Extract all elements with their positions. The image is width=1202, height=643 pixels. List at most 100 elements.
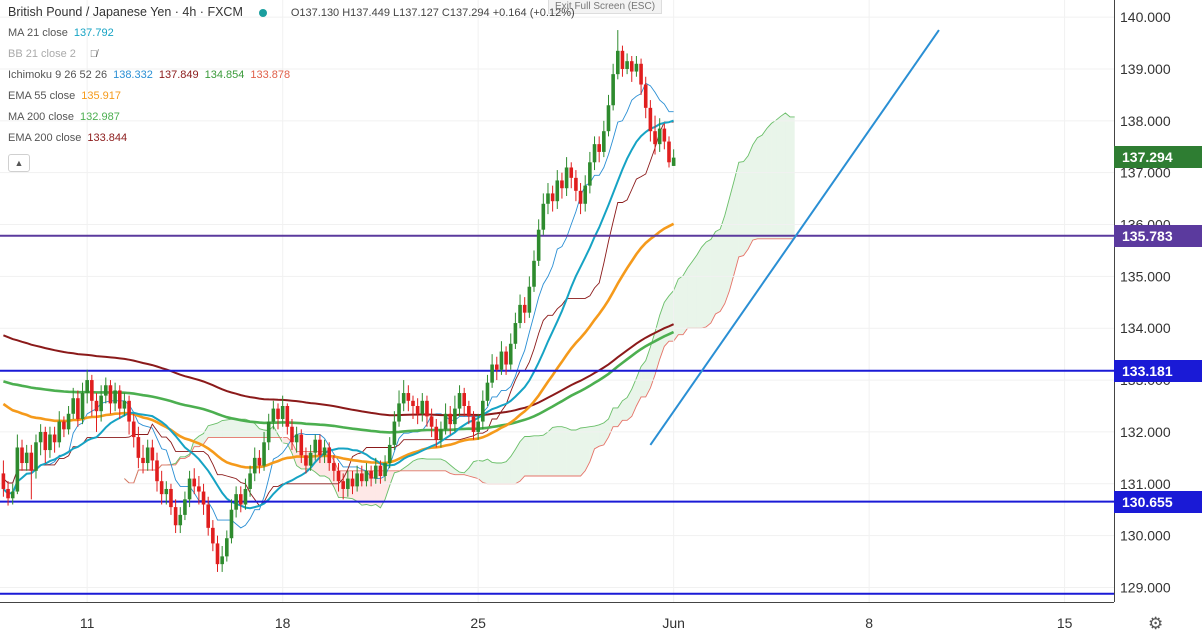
candle-body bbox=[136, 437, 141, 458]
cloud-segment bbox=[203, 425, 209, 445]
cloud-segment bbox=[790, 116, 795, 239]
candle-body bbox=[332, 463, 336, 471]
candle-body bbox=[481, 400, 485, 422]
candle-body bbox=[336, 470, 341, 482]
candle-body bbox=[387, 444, 392, 464]
cloud-segment bbox=[571, 429, 576, 476]
trendline[interactable] bbox=[649, 29, 940, 446]
cloud-segment bbox=[608, 407, 614, 438]
trend-line[interactable] bbox=[649, 29, 940, 446]
indicator-label: BB 21 close 2 bbox=[8, 48, 76, 60]
cloud-segment bbox=[534, 435, 539, 476]
exit-fullscreen-button[interactable]: Exit Full Screen (ESC) bbox=[548, 0, 663, 14]
cloud-segment bbox=[631, 378, 637, 417]
ohlc-values: O137.130 H137.449 L137.127 C137.294 +0.1… bbox=[290, 7, 575, 19]
candle-body bbox=[62, 421, 66, 430]
candle-body bbox=[448, 413, 453, 425]
candle-body bbox=[271, 408, 276, 422]
candle-body bbox=[66, 413, 71, 430]
cloud-segment bbox=[464, 468, 469, 476]
indicator-label: Ichimoku 9 26 52 26 bbox=[8, 69, 108, 81]
candle-body bbox=[131, 421, 136, 438]
cloud-segment bbox=[696, 247, 702, 329]
gear-icon[interactable]: ⚙ bbox=[1148, 614, 1164, 633]
indicator-value: 132.987 bbox=[80, 111, 120, 123]
y-tick-label: 139.000 bbox=[1120, 61, 1171, 77]
indicator-value: 133.878 bbox=[250, 69, 291, 81]
cloud-segment bbox=[752, 137, 758, 241]
candle-body bbox=[322, 447, 327, 456]
cloud-segment bbox=[468, 461, 474, 478]
cloud-segment bbox=[375, 470, 381, 508]
cloud-segment bbox=[245, 419, 251, 438]
candle-body bbox=[443, 413, 448, 430]
candle-body bbox=[192, 478, 197, 487]
candle-body bbox=[243, 488, 248, 505]
candle-body bbox=[327, 447, 332, 464]
eye-hidden-icon[interactable]: 👁̸ bbox=[89, 49, 98, 60]
candle-body bbox=[643, 84, 648, 108]
indicator-legend-row[interactable]: EMA 55 close 135.917 bbox=[8, 86, 575, 107]
candle-body bbox=[471, 416, 476, 432]
candle-body bbox=[657, 128, 662, 145]
candle-body bbox=[103, 385, 108, 396]
indicator-legend-row[interactable]: EMA 200 close 133.844 bbox=[8, 128, 575, 149]
candle-body bbox=[290, 426, 294, 443]
cloud-segment bbox=[566, 428, 572, 476]
candle-body bbox=[639, 63, 643, 85]
candle-body bbox=[150, 447, 155, 461]
candle-body bbox=[629, 61, 634, 72]
candle-body bbox=[485, 382, 490, 401]
candle-body bbox=[43, 431, 48, 451]
cloud-segment bbox=[385, 470, 390, 500]
cloud-segment bbox=[687, 261, 693, 329]
y-tick-label: 138.000 bbox=[1120, 113, 1171, 129]
cloud-segment bbox=[217, 420, 223, 438]
cloud-segment bbox=[710, 231, 716, 324]
legend-collapse-button[interactable]: ▲ bbox=[8, 154, 30, 172]
cloud-segment bbox=[659, 302, 665, 360]
symbol-title[interactable]: British Pound / Japanese Yen · 4h · FXCM bbox=[8, 5, 243, 19]
x-tick-label: 18 bbox=[275, 615, 291, 631]
cloud-segment bbox=[617, 400, 623, 427]
indicator-label: EMA 55 close bbox=[8, 90, 76, 102]
cloud-segment bbox=[473, 460, 479, 479]
candle-body bbox=[141, 457, 145, 464]
candle-body bbox=[313, 439, 318, 453]
candle-body bbox=[308, 452, 313, 466]
y-tick-label: 137.000 bbox=[1120, 165, 1171, 181]
cloud-segment bbox=[664, 295, 669, 347]
indicator-label: MA 21 close bbox=[8, 27, 68, 39]
cloud-segment bbox=[426, 459, 432, 471]
cloud-segment bbox=[771, 120, 777, 239]
candle-body bbox=[117, 390, 122, 409]
indicator-legend-row[interactable]: BB 21 close 2 👁̸ bbox=[8, 44, 575, 65]
candle-body bbox=[29, 452, 34, 471]
indicator-legend-row[interactable]: MA 21 close 137.792 bbox=[8, 23, 575, 44]
cloud-segment bbox=[380, 470, 386, 508]
cloud-segment bbox=[412, 459, 418, 471]
cloud-segment bbox=[738, 161, 744, 257]
candle-body bbox=[57, 421, 62, 443]
cloud-segment bbox=[212, 423, 218, 438]
cloud-segment bbox=[478, 460, 483, 483]
candle-body bbox=[671, 157, 676, 166]
candle-body bbox=[397, 403, 401, 422]
cloud-segment bbox=[226, 419, 232, 438]
chevron-up-icon: ▲ bbox=[14, 158, 24, 168]
cloud-segment bbox=[547, 427, 553, 476]
cloud-segment bbox=[627, 389, 632, 421]
candle-body bbox=[653, 131, 657, 145]
candle-body bbox=[578, 190, 583, 204]
indicator-legend-row[interactable]: MA 200 close 132.987 bbox=[8, 107, 575, 128]
indicator-legend-row[interactable]: Ichimoku 9 26 52 26 138.332 137.849 134.854… bbox=[8, 65, 575, 86]
candle-body bbox=[257, 457, 262, 466]
cloud-segment bbox=[454, 468, 460, 475]
candle-body bbox=[108, 385, 113, 404]
candle-body bbox=[378, 465, 383, 476]
candle-body bbox=[536, 229, 541, 261]
candle-body bbox=[299, 434, 304, 456]
candle-body bbox=[476, 421, 480, 432]
cloud-segment bbox=[743, 155, 749, 256]
